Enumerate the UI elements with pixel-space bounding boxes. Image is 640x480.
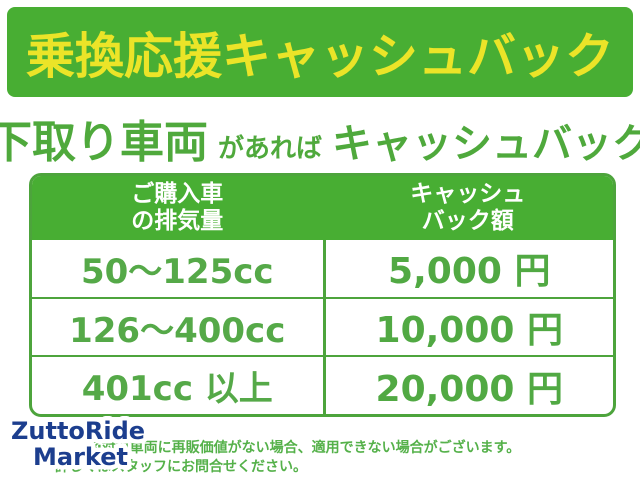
- displacement-cell: 401cc 以上: [81, 369, 273, 410]
- column-header-line: の排気量: [131, 208, 224, 234]
- disclaimer-line-1: ※対象車両に再販価値がない場合、適用できない場合がございます。: [88, 440, 521, 456]
- table-row: 401cc 以上 20,000 円: [32, 355, 613, 414]
- sub-headline: 下取り車両 があれば キャッシュバック: [0, 106, 640, 168]
- headline-connector: があれば: [218, 134, 323, 164]
- zuttoride-market-logo: ZuttoRide Market: [7, 413, 150, 476]
- campaign-title: 乗換応援キャッシュバック: [25, 27, 614, 85]
- table-row: 50〜125cc 5,000 円: [32, 240, 613, 297]
- logo-line-zuttoride: ZuttoRide: [11, 417, 145, 445]
- table-row: 126〜400cc 10,000 円: [32, 296, 614, 356]
- displacement-cell: 50〜125cc: [80, 251, 274, 292]
- cashback-table: ご購入車 の排気量 キャッシュ バック額 50〜125cc 5,000 円 12…: [29, 173, 616, 417]
- headline-cashback: キャッシュバック: [332, 121, 640, 167]
- cashback-cell: 10,000 円: [322, 298, 614, 356]
- cashback-cell: 20,000 円: [322, 357, 614, 414]
- column-header-displacement: ご購入車 の排気量: [32, 176, 323, 240]
- table-header-row: ご購入車 の排気量 キャッシュ バック額: [32, 176, 613, 240]
- column-header-line: ご購入車: [131, 180, 224, 207]
- disclaimer-line-2: 詳しくはスタッフにお問合せください。: [55, 459, 307, 475]
- column-header-line: キャッシュ: [410, 180, 526, 207]
- logo-line-market: Market: [33, 443, 128, 471]
- column-header-cashback: キャッシュ バック額: [323, 176, 614, 240]
- column-header-line: バック額: [421, 208, 514, 234]
- displacement-cell: 126〜400cc: [69, 310, 286, 351]
- headline-tradein-vehicle: 下取り車両: [0, 117, 208, 168]
- campaign-banner: 乗換応援キャッシュバック: [7, 7, 633, 97]
- cashback-cell: 5,000 円: [322, 240, 614, 297]
